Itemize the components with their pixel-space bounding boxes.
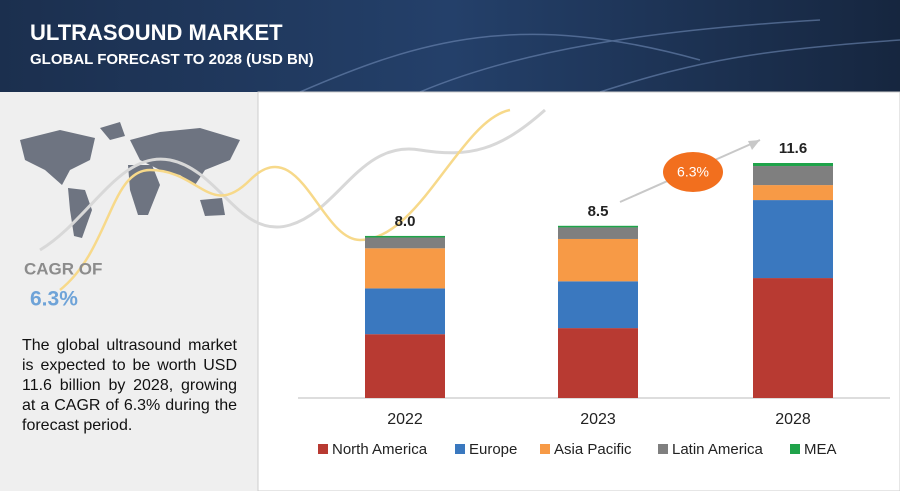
cagr-badge xyxy=(663,152,723,192)
subtitle: GLOBAL FORECAST TO 2028 (USD BN) xyxy=(30,51,314,68)
bar-segment xyxy=(365,237,445,249)
bar-segment xyxy=(558,281,638,329)
cagr-label: CAGR OF xyxy=(24,259,102,278)
total-label: 8.0 xyxy=(395,213,416,230)
legend-swatch xyxy=(540,444,550,454)
legend-label: Latin America xyxy=(672,441,764,458)
bar-segment xyxy=(365,235,445,238)
header-bg xyxy=(0,0,900,92)
total-label: 11.6 xyxy=(779,140,807,157)
trend-arrow-head xyxy=(748,140,760,150)
total-label: 8.5 xyxy=(588,203,609,220)
bar-segment xyxy=(365,334,445,398)
bar-segment xyxy=(753,185,833,201)
bar-segment xyxy=(753,278,833,398)
bar-segment xyxy=(753,200,833,279)
header-decor xyxy=(299,19,900,93)
description: The global ultrasound market is expected… xyxy=(22,337,237,434)
bar-segment xyxy=(558,225,638,228)
legend-swatch xyxy=(455,444,465,454)
legend-label: Europe xyxy=(469,441,517,458)
bar-segment xyxy=(753,166,833,186)
decor-curve xyxy=(39,108,546,252)
legend-swatch xyxy=(318,444,328,454)
bar-segment xyxy=(753,163,833,167)
legend-label: North America xyxy=(332,441,428,458)
legend-label: Asia Pacific xyxy=(554,441,632,458)
legend-swatch xyxy=(790,444,800,454)
x-tick-label: 2028 xyxy=(775,411,811,428)
x-tick-label: 2023 xyxy=(580,411,616,428)
world-map xyxy=(20,122,240,238)
x-tick-label: 2022 xyxy=(387,411,423,428)
cagr-badge-label: 6.3% xyxy=(677,164,709,180)
bar-segment xyxy=(365,248,445,289)
bar-segment xyxy=(558,238,638,282)
cagr-value: 6.3% xyxy=(30,288,78,311)
legend-label: MEA xyxy=(804,441,837,458)
bar-segment xyxy=(365,288,445,335)
decor-curve xyxy=(59,108,511,291)
bar-segment xyxy=(558,328,638,398)
title: ULTRASOUND MARKET xyxy=(30,20,283,45)
bar-segment xyxy=(558,227,638,239)
legend-swatch xyxy=(658,444,668,454)
